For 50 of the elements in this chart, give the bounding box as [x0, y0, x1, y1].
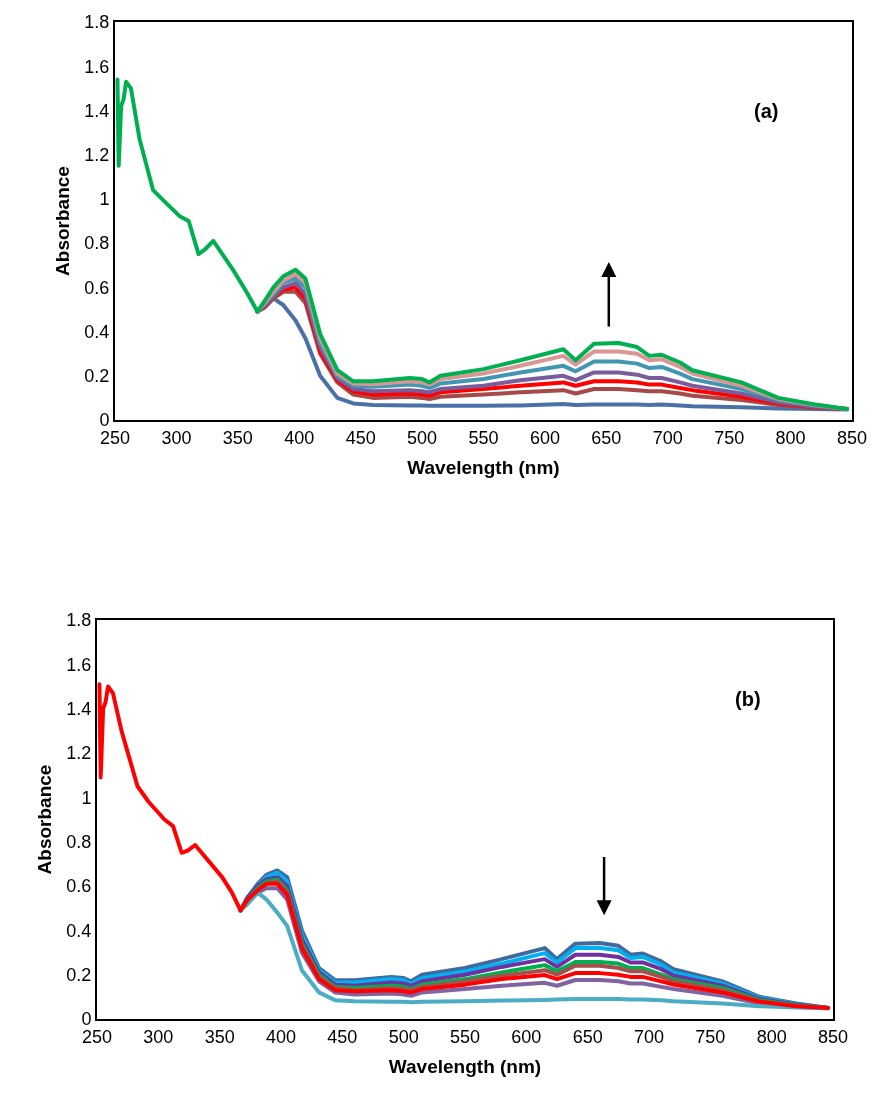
annotation: (a): [754, 100, 779, 122]
x-tick-label: 500: [407, 427, 438, 448]
y-tick-label: 1: [99, 189, 110, 210]
annotation: (b): [735, 688, 761, 710]
y-tick-label: 1.2: [84, 144, 110, 165]
y-tick-label: 0.2: [66, 964, 92, 985]
line-series: [115, 77, 850, 411]
y-axis-title: Absorbance: [51, 166, 73, 276]
x-tick-label: 500: [388, 1026, 419, 1047]
x-tick-label: 850: [817, 1026, 849, 1047]
x-tick-label: 450: [327, 1026, 358, 1047]
x-tick-label: 600: [529, 427, 560, 448]
x-tick-label: 600: [511, 1026, 542, 1047]
y-tick-label: 0.4: [66, 920, 92, 941]
y-tick-label: 1.4: [84, 100, 110, 121]
x-axis-title: Wavelength (nm): [388, 1055, 542, 1077]
x-tick-label: 650: [572, 1026, 603, 1047]
x-tick-label: 700: [633, 1026, 665, 1047]
y-tick-label: 0.6: [66, 876, 92, 897]
x-tick-label: 750: [714, 427, 745, 448]
x-axis-title: Wavelength (nm): [407, 456, 560, 478]
y-tick-label: 1.8: [84, 12, 110, 33]
y-tick-label: 1.8: [66, 610, 92, 631]
x-tick-label: 650: [591, 427, 622, 448]
x-tick-label: 300: [161, 427, 192, 448]
x-tick-label: 400: [284, 427, 315, 448]
x-tick-label: 850: [836, 427, 868, 448]
x-tick-label: 750: [695, 1026, 726, 1047]
line-series: [97, 682, 831, 1010]
x-tick-label: 800: [756, 1026, 787, 1047]
y-tick-label: 0.6: [84, 277, 110, 298]
x-tick-label: 550: [449, 1026, 481, 1047]
x-tick-label: 700: [652, 427, 683, 448]
x-tick-label: 350: [204, 1026, 235, 1047]
y-tick-label: 1.6: [84, 56, 110, 77]
x-tick-label: 300: [143, 1026, 174, 1047]
y-tick-label: 1: [81, 787, 92, 808]
y-tick-label: 0.4: [84, 321, 110, 342]
x-tick-label: 400: [265, 1026, 297, 1047]
x-tick-label: 800: [775, 427, 806, 448]
x-tick-label: 350: [222, 427, 253, 448]
x-tick-label: 550: [468, 427, 499, 448]
y-tick-label: 0.8: [66, 831, 92, 852]
y-tick-label: 1.6: [66, 654, 92, 675]
y-tick-label: 0.2: [84, 366, 110, 387]
y-tick-label: 1.2: [66, 743, 92, 764]
y-axis-title: Absorbance: [33, 764, 55, 875]
y-tick-label: 1.4: [66, 698, 92, 719]
x-tick-label: 450: [345, 427, 376, 448]
y-tick-label: 0.8: [84, 233, 110, 254]
